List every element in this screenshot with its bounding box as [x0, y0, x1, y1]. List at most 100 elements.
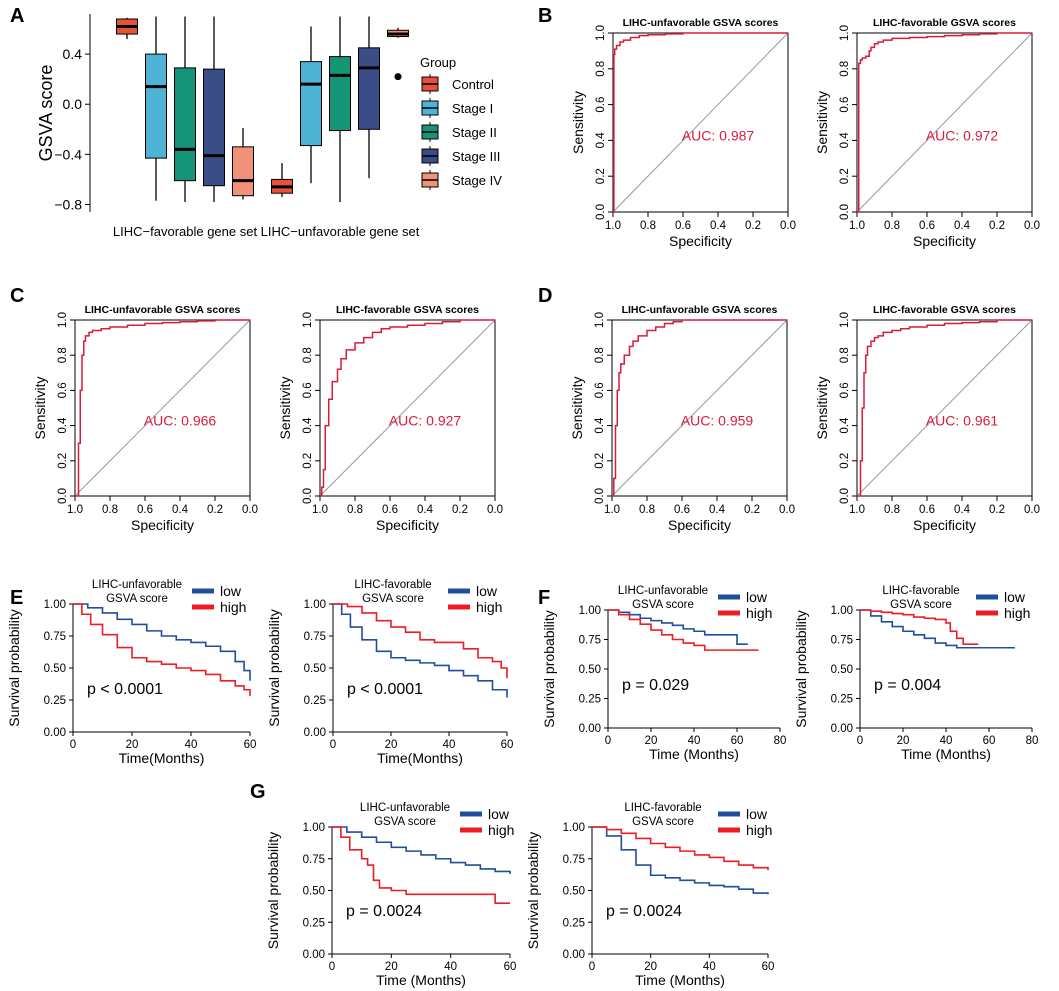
roc-y-tick-label: 0.2 — [594, 453, 606, 469]
km-title-line: GSVA score — [632, 816, 694, 828]
km-y-axis-label: Survival probability — [6, 609, 22, 727]
panel-letter-b: B — [538, 5, 552, 27]
km-pvalue: p = 0.0024 — [346, 903, 422, 920]
km-y-tick-label: 0.50 — [563, 886, 585, 898]
km-y-tick-label: 0.50 — [579, 664, 601, 676]
roc-x-axis-label: Specificity — [131, 517, 194, 533]
km-title-line: LIHC-favorable — [882, 585, 959, 597]
km-x-tick-label: 60 — [501, 739, 514, 751]
km-x-tick-label: 40 — [940, 735, 953, 747]
roc-plot-frame — [74, 319, 251, 497]
roc-auc-label: AUC: 0.972 — [926, 127, 999, 143]
roc-x-tick-label: 0.2 — [745, 220, 761, 232]
km-pvalue: p = 0.0024 — [606, 903, 682, 920]
km-y-tick-label: 0.00 — [579, 723, 601, 735]
roc-y-tick-label: 0.0 — [302, 488, 314, 504]
km-legend-label: high — [488, 822, 514, 838]
roc-y-tick-label: 0.2 — [57, 453, 69, 469]
roc-x-tick-label: 0.6 — [919, 504, 935, 516]
roc-y-tick-label: 0.0 — [839, 204, 851, 220]
km-y-axis-label: Survival probability — [266, 609, 282, 727]
roc-y-tick-label: 1.0 — [839, 312, 851, 328]
km-x-tick-label: 60 — [731, 735, 744, 747]
km-y-tick-label: 1.00 — [831, 605, 853, 617]
roc-y-axis-label: Sensitivity — [814, 376, 830, 439]
km-y-tick-label: 0.50 — [303, 886, 325, 898]
km-y-tick-label: 1.00 — [304, 599, 326, 611]
roc-x-tick-label: 0.8 — [347, 504, 363, 516]
legend-title: Group — [420, 55, 456, 70]
roc-curve — [613, 32, 788, 213]
roc-x-tick-label: 0.0 — [1024, 504, 1040, 516]
roc-y-tick-label: 1.0 — [839, 25, 851, 41]
roc-curve — [857, 32, 1032, 213]
roc-x-tick-label: 0.8 — [639, 504, 655, 516]
km-curve-high — [332, 826, 510, 904]
km-x-axis-label: Time (Months) — [649, 746, 739, 762]
km-y-tick-label: 0.00 — [303, 949, 325, 961]
legend-label: Stage I — [452, 101, 493, 116]
km-x-tick-label: 60 — [504, 961, 517, 973]
km-legend-label: low — [476, 583, 498, 599]
km-legend-label: high — [746, 605, 772, 621]
boxplot-y-tick-label: 0.4 — [63, 46, 83, 62]
roc-x-tick-label: 0.6 — [675, 220, 691, 232]
roc-y-tick-label: 0.6 — [57, 382, 69, 398]
roc-x-tick-label: 0.6 — [674, 504, 690, 516]
roc-x-tick-label: 0.0 — [242, 504, 258, 516]
roc-title: LIHC-unfavorable GSVA scores — [622, 304, 778, 316]
km-y-tick-label: 0.00 — [304, 727, 326, 739]
roc-y-tick-label: 0.8 — [594, 347, 606, 363]
km-y-tick-label: 0.25 — [44, 695, 66, 707]
km-title-line: GSVA score — [374, 816, 436, 828]
km-x-tick-label: 0 — [70, 739, 76, 751]
roc-y-tick-label: 0.4 — [595, 132, 607, 149]
km-x-tick-label: 20 — [644, 961, 657, 973]
km-legend-label: high — [220, 599, 246, 615]
km-title-line: GSVA score — [106, 593, 168, 605]
km-curve-low — [332, 826, 511, 874]
roc-y-tick-label: 1.0 — [302, 312, 314, 328]
roc-y-tick-label: 0.0 — [839, 488, 851, 504]
km-x-tick-label: 20 — [645, 735, 658, 747]
roc-y-tick-label: 0.0 — [594, 488, 606, 504]
roc-y-axis-label: Sensitivity — [569, 376, 585, 439]
km-curve-high — [333, 603, 508, 679]
km-x-tick-label: 60 — [244, 739, 257, 751]
roc-x-tick-label: 0.4 — [709, 504, 726, 516]
roc-y-axis-label: Sensitivity — [277, 376, 293, 439]
roc-x-tick-label: 0.8 — [884, 504, 900, 516]
km-x-tick-label: 20 — [385, 961, 398, 973]
km-curve-high — [592, 826, 769, 871]
km-y-tick-label: 0.75 — [44, 631, 66, 643]
km-pvalue: p < 0.0001 — [347, 681, 423, 698]
roc-y-tick-label: 0.2 — [302, 453, 314, 469]
roc-auc-label: AUC: 0.961 — [926, 413, 999, 429]
km-title-line: LIHC-unfavorable — [360, 802, 450, 814]
roc-x-tick-label: 0.6 — [919, 220, 935, 232]
roc-x-tick-label: 0.4 — [172, 504, 189, 516]
km-x-axis-label: Time (Months) — [635, 972, 725, 988]
km-x-axis-label: Time(Months) — [377, 750, 463, 766]
roc-x-tick-label: 0.0 — [487, 504, 503, 516]
roc-auc-label: AUC: 0.966 — [144, 413, 217, 429]
roc-y-tick-label: 0.4 — [839, 132, 851, 149]
roc-diagonal — [611, 319, 788, 497]
km-legend-label: high — [1004, 605, 1030, 621]
km-y-tick-label: 0.25 — [563, 917, 585, 929]
roc-x-tick-label: 0.0 — [779, 504, 795, 516]
legend-label: Stage III — [452, 149, 500, 164]
roc-x-tick-label: 0.2 — [744, 504, 760, 516]
km-legend-label: low — [220, 583, 242, 599]
km-title-line: LIHC-unfavorable — [618, 585, 708, 597]
km-y-tick-label: 0.75 — [303, 854, 325, 866]
km-y-tick-label: 1.00 — [44, 599, 66, 611]
roc-curve — [320, 319, 495, 497]
km-x-tick-label: 0 — [589, 961, 595, 973]
km-y-axis-label: Survival probability — [793, 610, 809, 728]
km-x-tick-label: 40 — [185, 739, 198, 751]
km-legend-label: high — [476, 599, 502, 615]
panel-letter-c: C — [10, 285, 24, 307]
roc-y-tick-label: 0.8 — [595, 61, 607, 77]
roc-x-axis-label: Specificity — [913, 517, 976, 533]
